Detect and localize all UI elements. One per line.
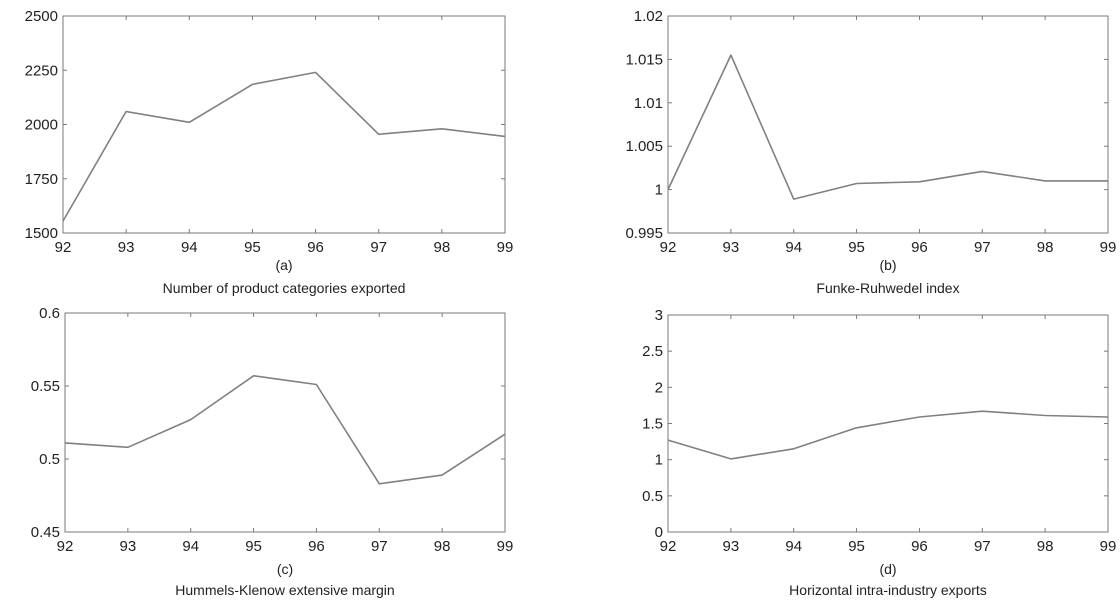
panel-c-x-tick-label: 93 [120,538,137,555]
panel-c-x-tick-label: 95 [245,538,262,555]
panel-d-x-tick-label: 99 [1100,538,1117,555]
panel-b-x-tick-label: 93 [723,239,740,256]
panel-d-x-tick-label: 94 [785,538,802,555]
panel-d-series-line [667,410,1109,460]
panel-c-plot-frame [64,312,506,533]
panel-c-caption: Hummels-Klenow extensive margin [175,582,394,598]
panel-a-x-tick-label: 93 [118,239,135,256]
panel-b-x-tick-label: 97 [974,239,991,256]
panel-c-y-tick-label: 0.55 [31,378,60,395]
panel-a-y-tick-label: 1750 [25,171,58,188]
panel-b-x-tick-label: 99 [1100,239,1117,256]
panel-d-letter: (d) [879,561,896,577]
panel-c-x-tick-label: 96 [308,538,325,555]
panel-a-x-tick-label: 92 [55,239,72,256]
panel-a-y-tick-labels: 1500 1750 2000 2250 2500 [25,8,58,242]
panel-a-tick-marks [62,15,506,234]
panel-d-x-tick-label: 98 [1037,538,1054,555]
panel-d-x-tick-label: 96 [911,538,928,555]
panel-d-y-tick-label: 2.5 [642,343,663,360]
panel-d-y-tick-label: 2 [655,379,663,396]
panel-d-caption: Horizontal intra-industry exports [789,582,987,598]
panel-c-y-tick-label: 0.45 [31,524,60,541]
panel-b-x-tick-label: 98 [1037,239,1054,256]
panel-b-y-tick-label: 0.995 [625,225,663,242]
panel-a-x-tick-label: 97 [370,239,387,256]
panel-c-y-tick-label: 0.5 [39,451,60,468]
panel-c-tick-marks [64,312,506,533]
panel-a-y-tick-label: 2250 [25,62,58,79]
panel-b-x-tick-label: 95 [848,239,865,256]
panel-d-y-tick-label: 0.5 [642,488,663,505]
panel-b-y-tick-label: 1.02 [634,8,663,25]
panel-b-y-tick-label: 1.005 [625,138,663,155]
panel-a-y-tick-label: 2000 [25,117,58,134]
panel-c-x-tick-label: 97 [371,538,388,555]
panel-b-plot-frame [667,15,1109,234]
panel-b-x-tick-label: 92 [660,239,677,256]
panel-d-x-tick-label: 97 [974,538,991,555]
panel-a-x-tick-label: 98 [434,239,451,256]
panel-c-y-tick-label: 0.6 [39,305,60,322]
panel-c-x-tick-label: 99 [497,538,514,555]
panel-b-y-tick-label: 1.015 [625,51,663,68]
panel-b-y-tick-label: 1 [655,182,663,199]
panel-c-series-line [64,374,506,485]
panel-b-x-tick-label: 94 [785,239,802,256]
panel-d-tick-marks [667,314,1109,533]
panel-d-y-tick-label: 1.5 [642,416,663,433]
panel-a-caption: Number of product categories exported [163,280,406,296]
panel-d-x-tick-label: 92 [660,538,677,555]
panel-d-y-tick-label: 3 [655,307,663,324]
panel-a-x-tick-labels: 92 93 94 95 96 97 98 99 [55,239,514,256]
panel-c: 0.45 0.5 0.55 0.6 92 93 94 95 96 97 98 99 (c) Humm… [31,305,514,598]
panel-c-x-tick-label: 98 [434,538,451,555]
panel-a-y-tick-label: 1500 [25,225,58,242]
panel-a-series-line [62,71,506,222]
panel-b-series-line [667,54,1108,200]
panel-b-y-tick-label: 1.01 [634,95,663,112]
panel-d-y-tick-label: 1 [655,452,663,469]
panel-d-x-tick-label: 93 [723,538,740,555]
panel-d-plot-frame [667,314,1109,533]
panel-c-letter: (c) [277,561,293,577]
panel-d-x-tick-labels: 92 93 94 95 96 97 98 99 [660,538,1117,555]
panel-d-y-tick-labels: 0 0.5 1 1.5 2 2.5 3 [642,307,663,541]
panel-a-letter: (a) [275,257,292,273]
panel-a-x-tick-label: 95 [244,239,261,256]
panel-d-y-tick-label: 0 [655,524,663,541]
panel-a-x-tick-label: 99 [497,239,514,256]
panel-a: 1500 1750 2000 2250 2500 92 93 94 95 96 97 98 99 (a… [25,8,514,296]
panel-a-x-tick-label: 96 [307,239,324,256]
panel-b-x-tick-label: 96 [911,239,928,256]
panel-a-plot-frame [62,15,506,234]
panel-c-x-tick-label: 94 [182,538,199,555]
panel-c-y-tick-labels: 0.45 0.5 0.55 0.6 [31,305,60,541]
panel-d: 0 0.5 1 1.5 2 2.5 3 92 93 94 95 96 97 98 99 (d) Horiz… [642,307,1116,598]
panel-b-letter: (b) [879,257,896,273]
panel-b-y-tick-labels: 0.995 1 1.005 1.01 1.015 1.02 [625,8,663,242]
panel-c-x-tick-label: 92 [57,538,74,555]
panel-c-x-tick-labels: 92 93 94 95 96 97 98 99 [57,538,514,555]
panel-d-x-tick-label: 95 [848,538,865,555]
panel-b-x-tick-labels: 92 93 94 95 96 97 98 99 [660,239,1117,256]
panel-b-tick-marks [667,15,1109,234]
panel-b-caption: Funke-Ruhwedel index [816,280,959,296]
panel-a-y-tick-label: 2500 [25,8,58,25]
panel-a-x-tick-label: 94 [181,239,198,256]
